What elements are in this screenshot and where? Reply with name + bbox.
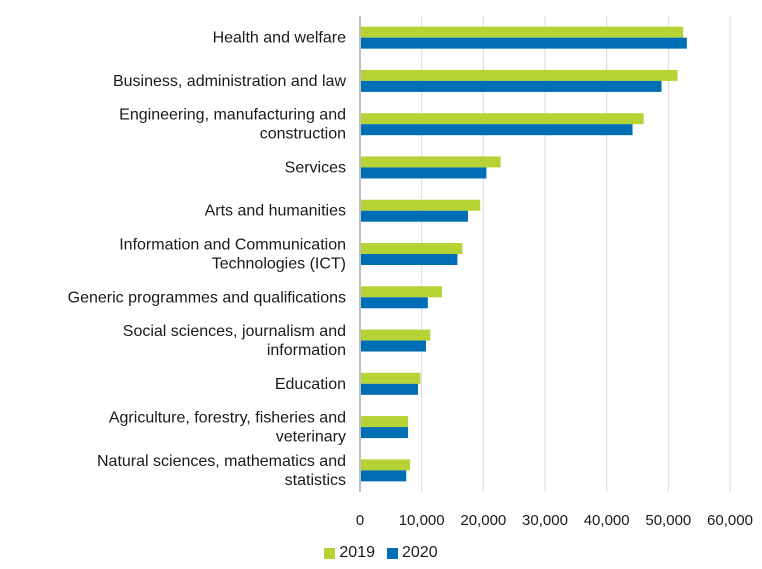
bar-2020 [361,427,409,439]
category-label: Arts and humanities [205,203,346,220]
bar-2020 [361,470,407,482]
bar-2019 [361,329,431,341]
bar-2020 [361,210,468,222]
x-tick-label: 30,000 [522,512,568,529]
category-label: Technologies (ICT) [212,256,346,273]
bar-2019 [361,372,421,384]
x-tick-label: 50,000 [645,512,691,529]
bar-2020 [361,340,426,352]
category-label: Generic programmes and qualifications [68,289,346,306]
legend-swatch-2020 [387,547,398,559]
gridlines [421,16,731,492]
category-label: veterinary [276,429,346,446]
legend-label-2020: 2020 [402,544,438,561]
bar-2020 [361,167,487,179]
bar-2019 [361,243,463,254]
bar-2019 [361,286,443,298]
bar-2019 [361,69,678,81]
category-label: Business, administration and law [113,73,346,90]
category-label: Natural sciences, mathematics and [97,453,346,470]
x-tick-label: 0 [356,512,364,529]
bar-2019 [361,199,481,211]
x-tick-labels: 0 10,000 20,000 30,000 40,000 50,000 60,000 [356,512,753,529]
category-labels: Health and welfare Business, administrati… [68,30,347,489]
category-label: Social sciences, journalism and [123,323,346,340]
category-label: Services [285,159,346,176]
legend-swatch-2019 [324,547,336,559]
category-label: Engineering, manufacturing and [119,107,346,124]
legend-label-2019: 2019 [339,544,375,561]
x-tick-label: 60,000 [707,512,753,529]
category-label: information [267,342,346,359]
bar-2020 [361,124,633,136]
bar-2019 [361,156,501,168]
category-label: Education [275,376,346,393]
bar-2020 [361,80,662,92]
x-tick-label: 10,000 [399,512,445,529]
bars [361,26,687,482]
x-tick-label: 20,000 [460,512,506,529]
legend-item-2020: 2020 [387,544,438,562]
bar-2019 [361,459,410,471]
legend: 2019 2020 [0,542,762,564]
bar-2020 [361,297,428,309]
bar-2019 [361,416,409,428]
bar-2020 [361,383,418,395]
category-label: Health and welfare [213,30,347,47]
bar-2020 [361,37,687,49]
bar-2019 [361,26,684,38]
legend-item-2019: 2019 [324,544,375,562]
x-tick-label: 40,000 [584,512,630,529]
bar-2019 [361,113,644,125]
category-label: Agriculture, forestry, fisheries and [109,410,346,427]
category-label: statistics [285,472,346,489]
category-label: construction [260,126,346,143]
category-label: Information and Communication [119,237,346,254]
bar-2020 [361,254,458,265]
